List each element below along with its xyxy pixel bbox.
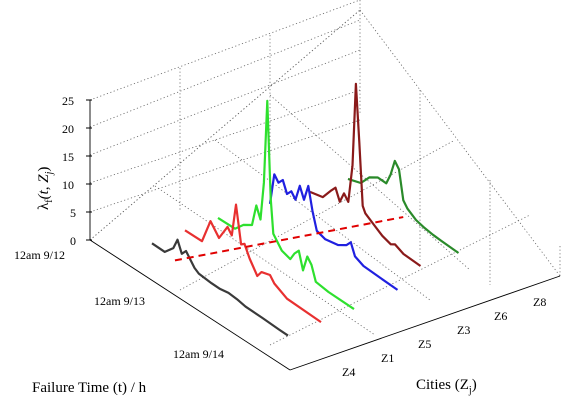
y-label-close: ): [472, 377, 477, 393]
series-layer: [151, 82, 460, 337]
z-tick-mark: [86, 99, 92, 241]
back-wall-h1: [89, 19, 361, 128]
floor-grid-back-right: [359, 9, 561, 277]
z-tick-label: 10: [62, 178, 74, 192]
series-line-z3: [268, 173, 399, 291]
z-label-args-sub: j: [44, 171, 55, 176]
floor-grid-y3: [269, 94, 471, 271]
series-line-z1: [184, 203, 322, 324]
floor-grid-x1: [89, 9, 361, 241]
svg-text:λf(t, Zj): λf(t, Zj): [36, 167, 55, 210]
floor-grid-x3: [269, 214, 531, 346]
back-wall-top: [89, 0, 361, 101]
back-wall-h4: [89, 119, 361, 213]
z-ticks: 0 5 10 15 20 25: [62, 94, 92, 248]
x-tick-label: 12am 9/12: [14, 248, 65, 262]
z-tick-label: 15: [62, 150, 74, 164]
x-tick-label: 12am 9/13: [94, 294, 145, 308]
back-wall-h3: [89, 89, 361, 184]
z-tick-label: 5: [70, 206, 76, 220]
x-axis-label: Failure Time (t) / h: [32, 380, 147, 396]
y-tick-label: Z3: [457, 323, 470, 337]
z-tick-label: 25: [62, 94, 74, 108]
y-tick-label: Z5: [418, 337, 431, 351]
y-tick-label: Z1: [381, 351, 394, 365]
series-line-z6: [309, 82, 422, 267]
y-label-sub: j: [468, 385, 472, 396]
floor-grid-x2: [179, 139, 456, 291]
y-tick-label: Z4: [342, 365, 355, 379]
series-line-z5: [217, 99, 355, 311]
z-label-close: ): [36, 167, 52, 172]
z-label-sub: f: [44, 199, 55, 203]
z-label-main: λ: [36, 202, 52, 210]
back-wall-h2: [89, 49, 361, 156]
y-label-main: Cities (Z: [416, 377, 469, 393]
y-tick-label: Z8: [533, 295, 546, 309]
x-tick-label: 12am 9/14: [173, 347, 224, 361]
series-line-z4: [151, 238, 289, 337]
x-axis-line: [89, 239, 291, 371]
floor-grid-y2: [214, 139, 431, 301]
z-tick-label: 0: [70, 234, 76, 248]
axes: [89, 100, 561, 371]
y-axis-line: [289, 275, 561, 371]
grid: [89, 0, 561, 346]
x-ticks: 12am 9/12 12am 9/13 12am 9/14: [14, 248, 224, 361]
z-axis-label: λf(t, Zj): [36, 167, 55, 210]
marker-line: [174, 216, 404, 262]
z-label-args: (t, Z: [36, 174, 52, 200]
y-tick-label: Z6: [494, 309, 507, 323]
floor-grid-y1: [154, 185, 376, 336]
y-axis-label: Cities (Zj): [416, 377, 477, 396]
series-line-z8: [347, 159, 460, 254]
y-ticks: Z4 Z1 Z5 Z3 Z6 Z8: [342, 295, 546, 379]
z-tick-label: 20: [62, 122, 74, 136]
